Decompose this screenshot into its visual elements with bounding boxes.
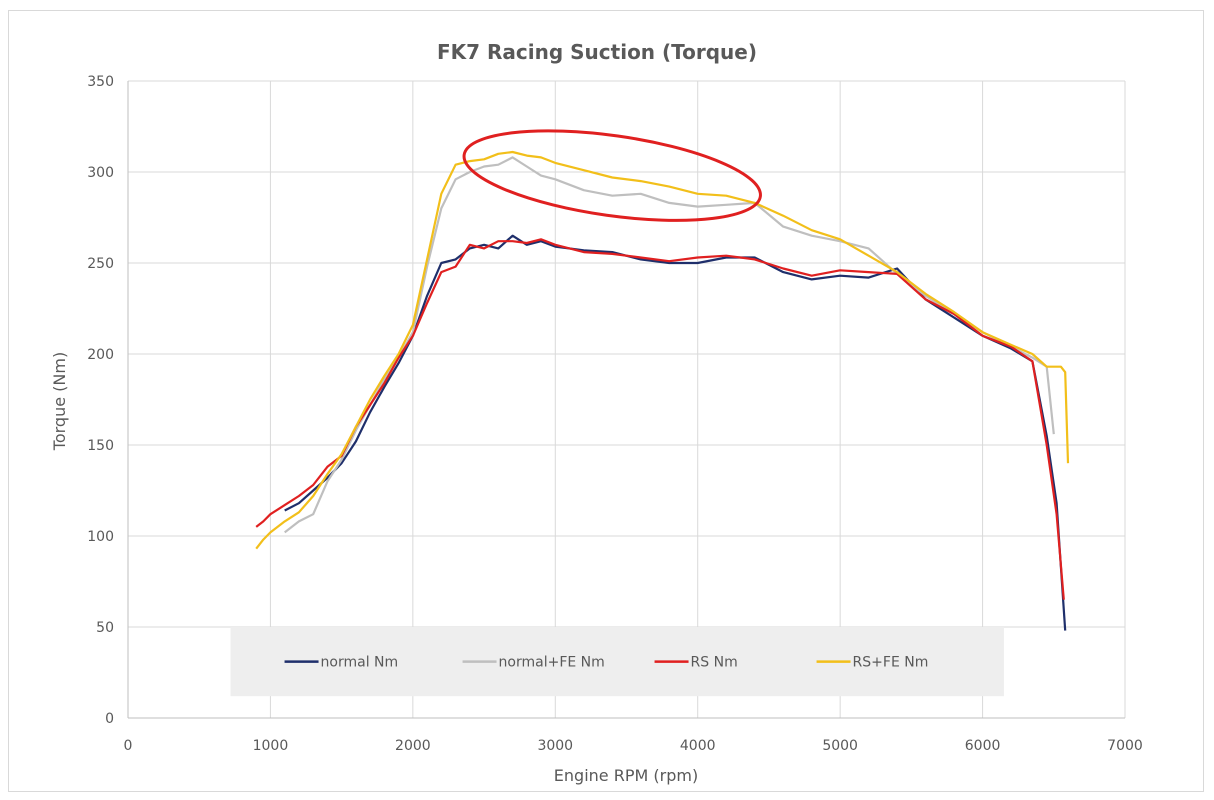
- chart-title: FK7 Racing Suction (Torque): [437, 40, 757, 64]
- series-line-rs-fe-nm: [255, 150, 1070, 550]
- axes: [127, 81, 1125, 719]
- x-tick-label: 0: [124, 738, 133, 754]
- x-tick-label: 5000: [822, 738, 858, 754]
- y-tick-label: 150: [87, 438, 114, 454]
- y-tick-label: 100: [87, 529, 114, 545]
- x-tick-label: 7000: [1107, 738, 1143, 754]
- y-tick-label: 50: [96, 620, 114, 636]
- legend-label: normal Nm: [321, 655, 399, 671]
- y-tick-label: 350: [87, 74, 114, 90]
- series-line-rs-nm: [255, 238, 1065, 600]
- y-axis-title: Torque (Nm): [50, 352, 69, 451]
- chart-frame: 0 1000 2000 3000 4000 5000 6000 7000 0 50 100 150 20…: [8, 10, 1204, 792]
- gridlines: [128, 80, 1126, 718]
- x-tick-label: 1000: [253, 738, 289, 754]
- legend-label: RS Nm: [691, 655, 738, 671]
- legend-label: RS+FE Nm: [853, 655, 929, 671]
- legend-label: normal+FE Nm: [499, 655, 605, 671]
- y-tick-label: 0: [105, 711, 114, 727]
- y-tick-label: 250: [87, 256, 114, 272]
- series-line-normal-nm: [284, 234, 1067, 631]
- legend: normal Nm normal+FE Nm RS Nm RS+FE Nm: [230, 627, 1004, 697]
- series-lines: [255, 150, 1070, 631]
- x-tick-label: 6000: [965, 738, 1001, 754]
- legend-box: [230, 627, 1004, 697]
- highlight-ellipse: [462, 129, 762, 222]
- y-tick-label: 300: [87, 165, 114, 181]
- highlight-annotation: [462, 129, 762, 222]
- x-tick-label: 3000: [537, 738, 573, 754]
- tick-labels: 0 1000 2000 3000 4000 5000 6000 7000 0 50 100 150 20…: [87, 74, 1143, 754]
- y-tick-label: 200: [87, 347, 114, 363]
- series-line-normal-fe-nm: [284, 156, 1055, 534]
- x-axis-title: Engine RPM (rpm): [554, 766, 698, 785]
- torque-chart: 0 1000 2000 3000 4000 5000 6000 7000 0 50 100 150 20…: [50, 40, 1143, 785]
- x-tick-label: 4000: [680, 738, 716, 754]
- x-tick-label: 2000: [395, 738, 431, 754]
